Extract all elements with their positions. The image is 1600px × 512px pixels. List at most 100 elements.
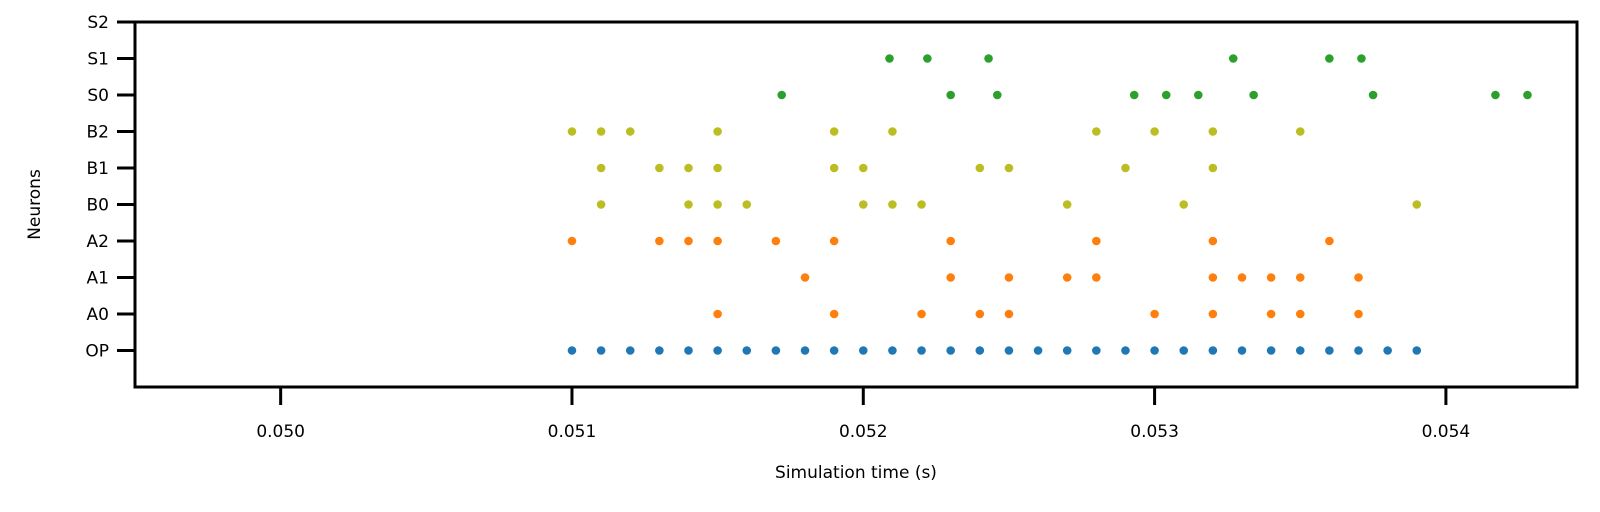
plot-frame [133,20,1579,389]
y-axis-title: Neurons [25,169,45,240]
spike-b2-9 [1295,127,1305,136]
spike-op-8 [800,346,810,355]
spike-op-15 [1004,346,1014,355]
spike-a0-4 [1004,309,1014,319]
spike-b0-7 [1062,200,1072,209]
spike-b1-9 [1208,163,1218,173]
spike-a1-3 [1062,273,1072,282]
spike-b2-4 [829,127,839,136]
spike-op-17 [1062,346,1072,355]
spike-a2-9 [1325,236,1334,246]
spike-b0-8 [1179,200,1189,209]
spike-op-10 [858,346,868,355]
spike-b2-3 [713,127,722,136]
spike-a0-6 [1208,309,1218,319]
spike-s0-1 [946,90,955,100]
x-axis-title: Simulation time (s) [775,463,937,483]
spike-b2-1 [596,127,606,136]
spike-s0-6 [1249,90,1258,100]
spike-op-26 [1325,346,1334,355]
spike-b1-3 [713,163,722,173]
x-tick-label-1: 0.051 [548,422,597,442]
spike-op-14 [975,346,985,355]
spike-op-0 [567,346,577,355]
y-tick-label-b0: B0 [87,196,109,216]
x-tick-label-3: 0.053 [1130,422,1179,442]
spike-b0-3 [742,200,752,209]
spike-s0-4 [1161,90,1171,100]
spike-a0-7 [1266,309,1276,319]
spike-op-5 [713,346,722,355]
spike-a1-5 [1208,273,1218,282]
spike-op-9 [829,346,839,355]
spike-b1-4 [829,163,839,173]
spike-a2-4 [771,236,781,246]
spike-op-19 [1121,346,1130,355]
spike-op-23 [1237,346,1247,355]
spike-op-21 [1179,346,1189,355]
spike-a2-0 [567,236,577,246]
y-tick-label-a2: A2 [87,232,109,252]
spike-a2-6 [946,236,955,246]
spike-b0-5 [888,200,897,209]
spike-op-16 [1033,346,1043,355]
spike-a0-3 [975,309,985,319]
spike-op-12 [917,346,926,355]
spike-b2-8 [1208,127,1218,136]
spike-a0-9 [1354,309,1363,319]
y-axis: OP A0 A1 A2 B0 B1 B2 S0 S1 S2 [85,13,135,362]
y-tick-label-s2: S2 [87,13,109,33]
spike-b1-8 [1121,163,1130,173]
spike-b2-5 [888,127,897,136]
y-tick-label-a0: A0 [87,305,109,325]
spike-b2-0 [567,127,577,136]
spike-op-28 [1383,346,1392,355]
spike-b1-7 [1004,163,1014,173]
x-tick-label-0: 0.050 [256,422,305,442]
y-tick-label-s1: S1 [87,50,109,70]
spike-a0-8 [1295,309,1305,319]
spike-s1-5 [1357,54,1366,63]
spike-op-2 [625,346,635,355]
spike-op-11 [888,346,897,355]
spike-op-1 [596,346,606,355]
x-axis: 0.050 0.051 0.052 0.053 0.054 [256,387,1470,442]
spike-op-3 [655,346,664,355]
plot-layer [567,54,1532,355]
spike-b2-2 [625,127,635,136]
spike-a1-8 [1295,273,1305,282]
spike-s0-7 [1368,90,1378,100]
spike-op-18 [1092,346,1101,355]
spike-s0-2 [992,90,1002,100]
spike-op-24 [1266,346,1276,355]
spike-a2-3 [713,236,722,246]
spike-a2-1 [655,236,664,246]
spike-b0-2 [713,200,722,209]
spike-s0-9 [1523,90,1532,100]
spike-a1-9 [1354,273,1363,282]
spike-b1-5 [858,163,868,173]
spike-s0-5 [1193,90,1203,100]
spike-a2-7 [1092,236,1101,246]
spike-op-27 [1354,346,1363,355]
spike-s1-0 [885,54,894,63]
x-tick-label-2: 0.052 [839,422,888,442]
spike-a1-0 [800,273,810,282]
spike-a0-1 [829,309,839,319]
spike-b1-2 [684,163,693,173]
spike-a1-1 [946,273,955,282]
spike-op-20 [1150,346,1159,355]
spike-op-29 [1412,346,1422,355]
spike-a2-2 [684,236,693,246]
spike-op-25 [1295,346,1305,355]
spike-a0-0 [713,309,722,319]
spike-b0-1 [684,200,693,209]
y-tick-label-b2: B2 [87,123,109,143]
spike-a1-6 [1237,273,1247,282]
spike-s1-1 [923,54,932,63]
spike-b2-7 [1150,127,1159,136]
spike-a0-2 [917,309,926,319]
spike-a1-2 [1004,273,1014,282]
spike-b0-0 [596,200,606,209]
